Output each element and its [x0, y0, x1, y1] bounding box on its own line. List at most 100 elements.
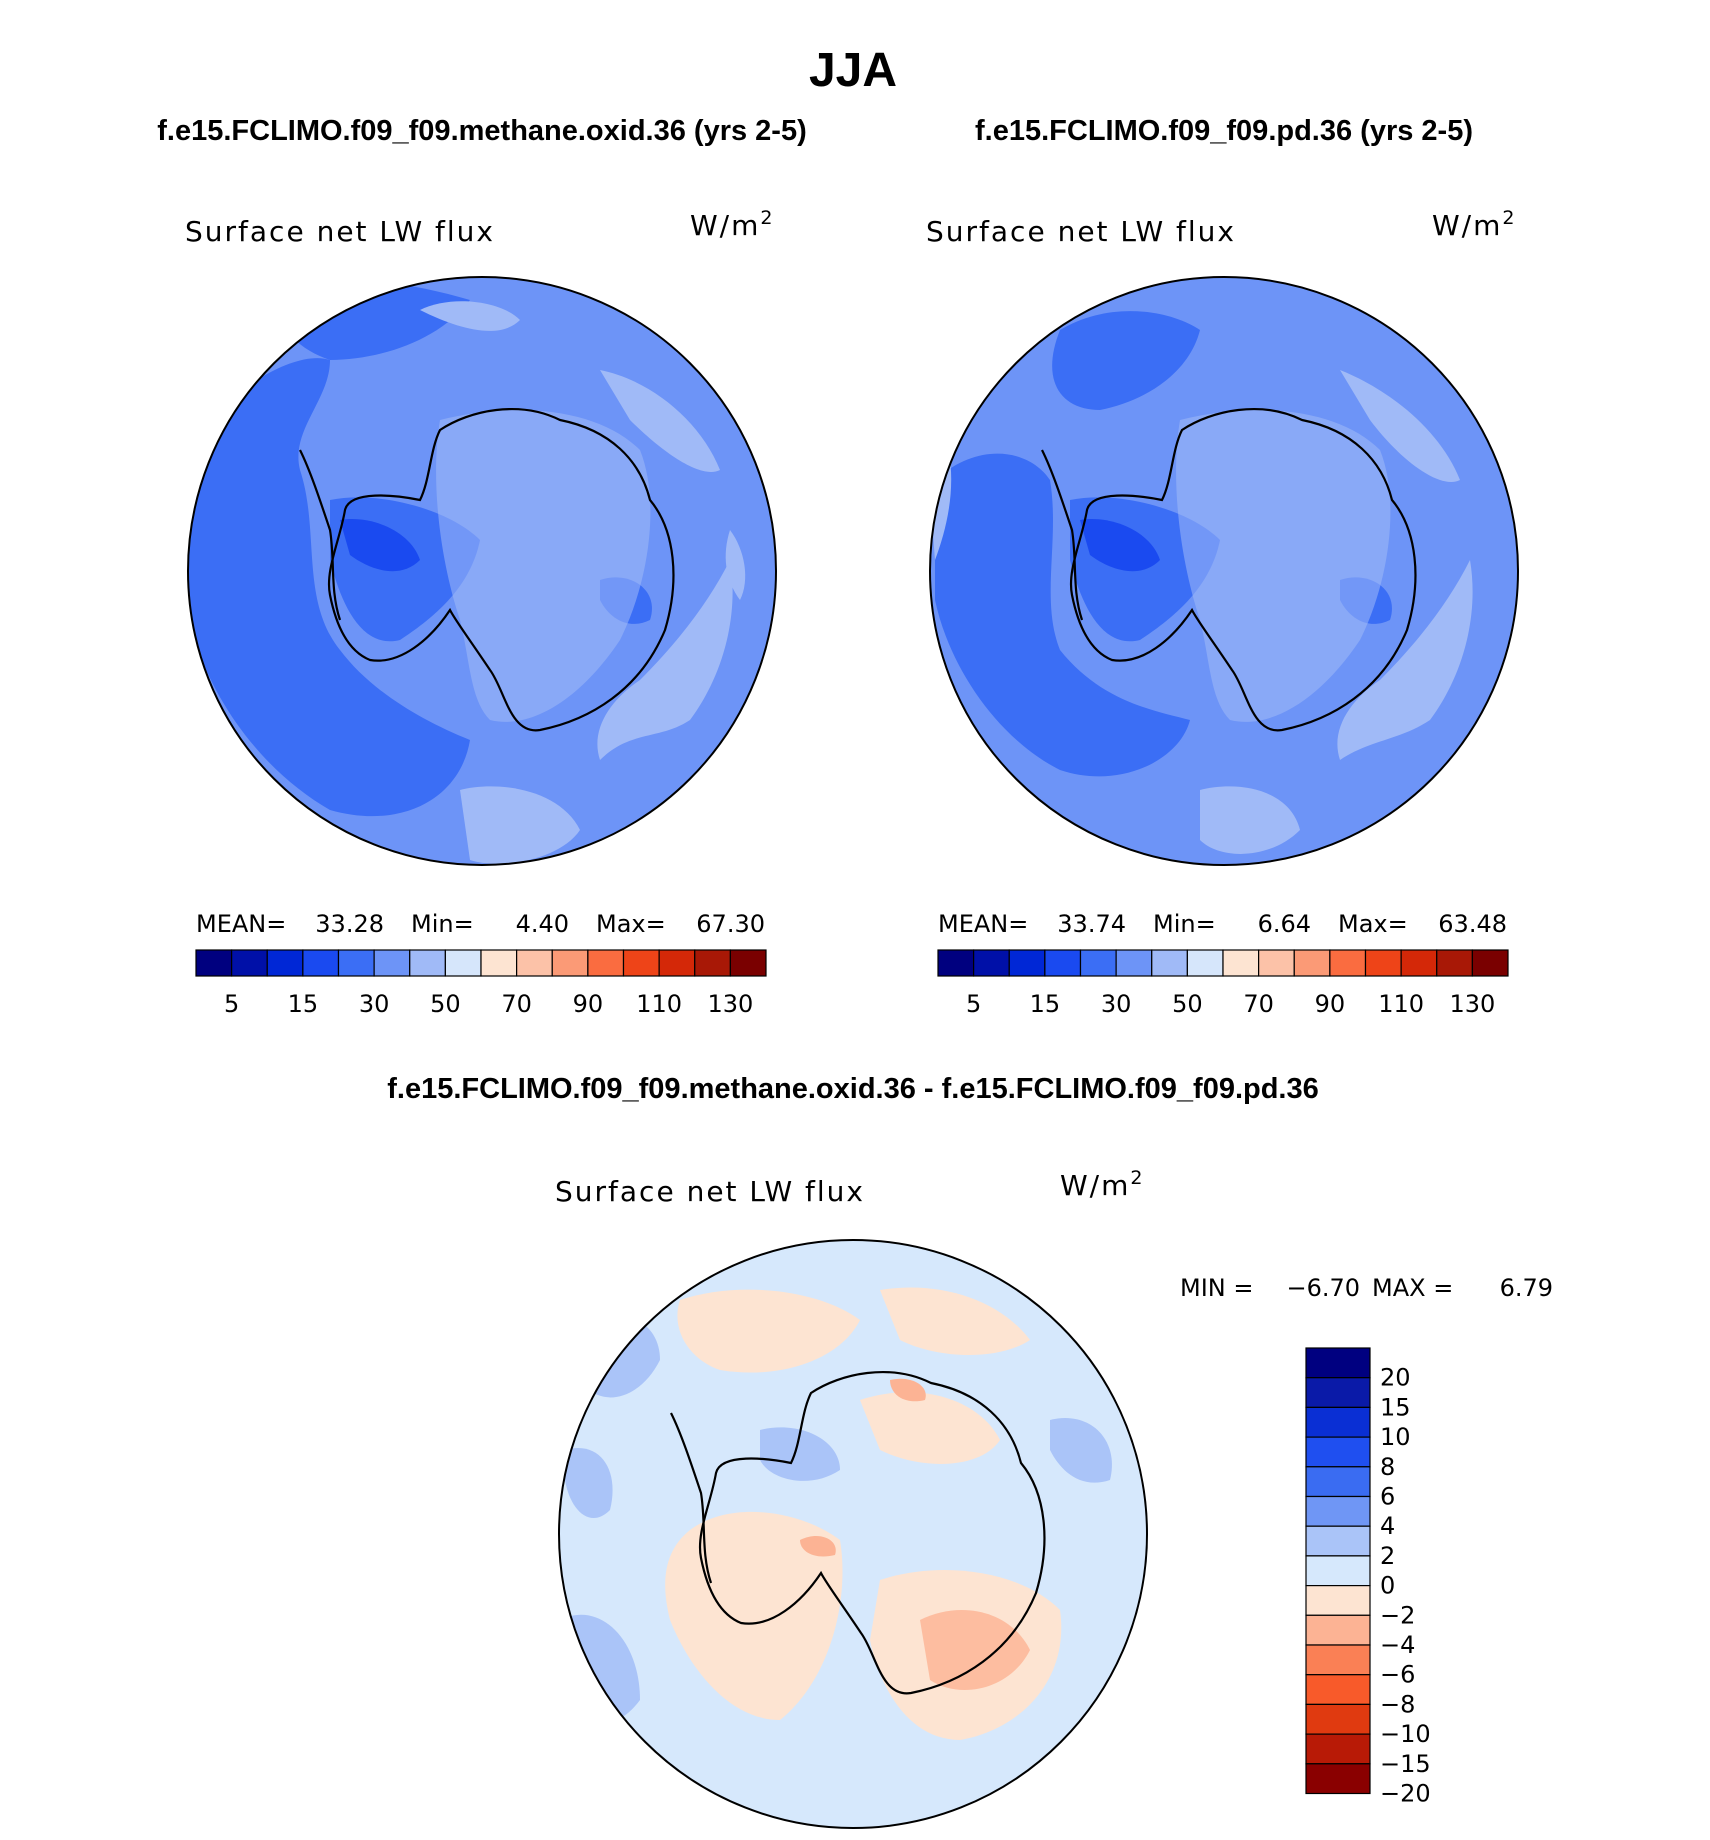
difference-colorbar-tick-label: −15 — [1380, 1750, 1431, 1778]
difference-colorbar-tick-label: 4 — [1380, 1512, 1395, 1540]
svg-text:Min=: Min= — [1153, 910, 1216, 938]
panel-1-units: W/m2 — [690, 207, 775, 242]
difference-colorbar-swatch — [1305, 1347, 1371, 1379]
panel-2-colorbar-swatch — [1400, 949, 1438, 977]
panel-1-colorbar-swatch — [231, 949, 268, 977]
panel-2-case-title: f.e15.FCLIMO.f09_f09.pd.36 (yrs 2-5) — [975, 115, 1473, 147]
svg-text:Min=: Min= — [411, 910, 474, 938]
difference-colorbar-tick-label: 2 — [1380, 1542, 1395, 1570]
panel-2-stats: MEAN= 33.74 Min= 6.64 Max= 63.48 — [938, 910, 1507, 938]
panel-2-colorbar-swatch — [973, 949, 1010, 977]
difference-colorbar-tick-label: −10 — [1380, 1720, 1431, 1748]
panel-1-colorbar-swatch — [444, 949, 482, 977]
difference-colorbar-tick-label: −20 — [1380, 1780, 1431, 1808]
difference-colorbar-swatch — [1305, 1733, 1371, 1765]
svg-text:63.48: 63.48 — [1438, 910, 1507, 938]
panel-1-colorbar-swatch — [622, 949, 660, 977]
panel-1-map — [187, 276, 777, 866]
difference-colorbar-swatch — [1305, 1466, 1371, 1498]
svg-text:6.79: 6.79 — [1500, 1274, 1553, 1302]
panel-1-colorbar-swatch — [373, 949, 411, 977]
panel-2-colorbar-tick-label: 5 — [966, 990, 981, 1018]
svg-text:MEAN=: MEAN= — [196, 910, 286, 938]
panel-2-colorbar-swatch — [1115, 949, 1153, 977]
panel-2-units: W/m2 — [1432, 207, 1517, 242]
panel-2-map — [929, 276, 1519, 866]
panel-2-colorbar-tick-label: 50 — [1172, 990, 1203, 1018]
panel-1-colorbar-swatch — [480, 949, 518, 977]
difference-map — [558, 1239, 1148, 1829]
difference-colorbar-swatch — [1305, 1436, 1371, 1468]
difference-colorbar-tick-label: −2 — [1380, 1601, 1415, 1629]
panel-1-stats: MEAN= 33.28 Min= 4.40 Max= 67.30 — [196, 910, 765, 938]
difference-case-title: f.e15.FCLIMO.f09_f09.methane.oxid.36 - f… — [387, 1073, 1319, 1105]
panel-1-case-title: f.e15.FCLIMO.f09_f09.methane.oxid.36 (yr… — [157, 115, 807, 147]
difference-colorbar-swatch — [1305, 1555, 1371, 1587]
svg-text:MAX =: MAX = — [1372, 1274, 1453, 1302]
panel-1-colorbar-swatch — [587, 949, 625, 977]
panel-1-colorbar-swatch — [729, 949, 767, 977]
svg-text:4.40: 4.40 — [516, 910, 569, 938]
difference-units: W/m2 — [1060, 1167, 1145, 1202]
difference-colorbar-tick-label: 8 — [1380, 1453, 1395, 1481]
panel-1-variable-label: Surface net LW flux — [185, 215, 495, 248]
difference-colorbar-swatch — [1305, 1584, 1371, 1616]
panel-1-colorbar-tick-label: 70 — [501, 990, 532, 1018]
panel-1-colorbar-tick-label: 5 — [224, 990, 239, 1018]
difference-colorbar-tick-label: −4 — [1380, 1631, 1415, 1659]
svg-text:33.28: 33.28 — [315, 910, 384, 938]
panel-2-colorbar-swatch — [1436, 949, 1473, 977]
panel-1-colorbar-swatch — [195, 949, 233, 977]
panel-2-colorbar-swatch — [1079, 949, 1117, 977]
panel-2-colorbar-tick-label: 15 — [1030, 990, 1061, 1018]
panel-1-colorbar-tick-label: 90 — [573, 990, 604, 1018]
panel-1-colorbar-tick-label: 30 — [359, 990, 390, 1018]
panel-1-colorbar: 5 15 30 50 70 90 110 130 — [195, 949, 767, 1018]
difference-colorbar-tick-label: −6 — [1380, 1661, 1415, 1689]
difference-colorbar-swatch — [1305, 1674, 1371, 1705]
panel-1-colorbar-swatch — [302, 949, 340, 977]
panel-2-colorbar-tick-label: 30 — [1101, 990, 1132, 1018]
difference-colorbar-swatch — [1305, 1406, 1371, 1438]
panel-2-colorbar-tick-label: 90 — [1315, 990, 1346, 1018]
difference-colorbar-tick-label: 15 — [1380, 1393, 1411, 1421]
panel-2-colorbar: 5 15 30 50 70 90 110 130 — [937, 949, 1509, 1018]
panel-1-colorbar-tick-label: 130 — [707, 990, 753, 1018]
difference-colorbar-swatch — [1305, 1525, 1371, 1557]
panel-1-colorbar-tick-label: 50 — [430, 990, 461, 1018]
panel-2-colorbar-swatch — [1044, 949, 1082, 977]
difference-colorbar-swatch — [1305, 1377, 1371, 1408]
svg-text:Max=: Max= — [596, 910, 666, 938]
page-title: JJA — [809, 44, 897, 97]
svg-text:33.74: 33.74 — [1057, 910, 1126, 938]
difference-colorbar-tick-label: 6 — [1380, 1483, 1395, 1511]
panel-2-colorbar-swatch — [1151, 949, 1188, 977]
panel-2-colorbar-tick-label: 110 — [1378, 990, 1424, 1018]
difference-variable-label: Surface net LW flux — [555, 1175, 865, 1208]
panel-1-colorbar-swatch — [409, 949, 446, 977]
difference-colorbar-swatch — [1305, 1644, 1371, 1676]
panel-2-colorbar-swatch — [1471, 949, 1509, 977]
difference-colorbar-swatch — [1305, 1614, 1371, 1646]
panel-1-colorbar-swatch — [658, 949, 696, 977]
panel-2-colorbar-swatch — [1293, 949, 1331, 977]
panel-1-colorbar-tick-label: 15 — [288, 990, 319, 1018]
panel-1-colorbar-swatch — [694, 949, 731, 977]
panel-1-colorbar-swatch — [516, 949, 553, 977]
difference-colorbar-swatch — [1305, 1703, 1371, 1735]
difference-colorbar-tick-label: 20 — [1380, 1364, 1411, 1392]
panel-1-colorbar-tick-label: 110 — [636, 990, 682, 1018]
panel-2-colorbar-swatch — [1186, 949, 1224, 977]
panel-2-colorbar-tick-label: 130 — [1449, 990, 1495, 1018]
svg-text:Max=: Max= — [1338, 910, 1408, 938]
difference-stats: MIN = −6.70 MAX = 6.79 — [1180, 1274, 1553, 1302]
panel-2-variable-label: Surface net LW flux — [926, 215, 1236, 248]
panel-2-colorbar-swatch — [1222, 949, 1260, 977]
panel-2-colorbar-swatch — [937, 949, 975, 977]
panel-2-colorbar-swatch — [1008, 949, 1046, 977]
panel-2-colorbar-swatch — [1258, 949, 1295, 977]
panel-2-colorbar-swatch — [1364, 949, 1402, 977]
svg-text:MIN =: MIN = — [1180, 1274, 1253, 1302]
